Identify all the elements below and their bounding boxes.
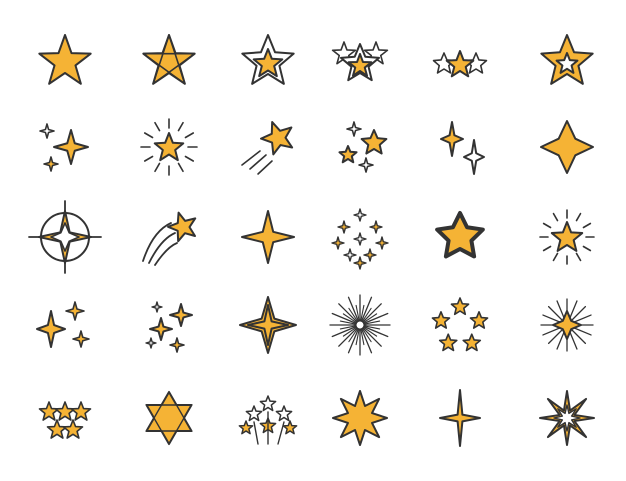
triple-sparkle-icon [36,301,90,348]
sharp-eight-point-star-icon [539,390,595,446]
star-radiant-icon [539,209,595,265]
diamond-sparkle-icon [540,120,594,174]
sparkle-trio-icon [145,301,193,353]
sparkle-cluster-icon [39,123,89,172]
compass-rose-icon [28,200,102,274]
star-of-david-icon [145,390,193,446]
starburst-rays-icon [329,294,391,356]
star-outline-icon [241,34,295,85]
four-point-sparkle-icon [241,210,295,264]
stars-scatter-icon [338,121,388,173]
three-stars-icon [432,50,488,78]
star-ring-icon [431,297,489,352]
spark-flare-icon [540,298,594,352]
twin-sparkles-icon [440,121,485,175]
north-star-icon [239,296,297,354]
fireworks-icon [238,395,298,445]
eight-point-star-icon [332,390,388,446]
comet-icon [142,211,197,266]
rounded-star-icon [435,211,485,259]
long-sparkle-icon [439,389,481,447]
star-split-icon [142,34,196,85]
shooting-star-icon [241,121,294,175]
five-stars-rating-icon [38,401,92,439]
star-burst-icon [331,41,389,82]
star-glow-icon [140,118,198,176]
tiny-sparkles-field-icon [331,208,389,270]
star-inner-star-icon [540,34,594,85]
star-solid-icon [38,34,92,85]
